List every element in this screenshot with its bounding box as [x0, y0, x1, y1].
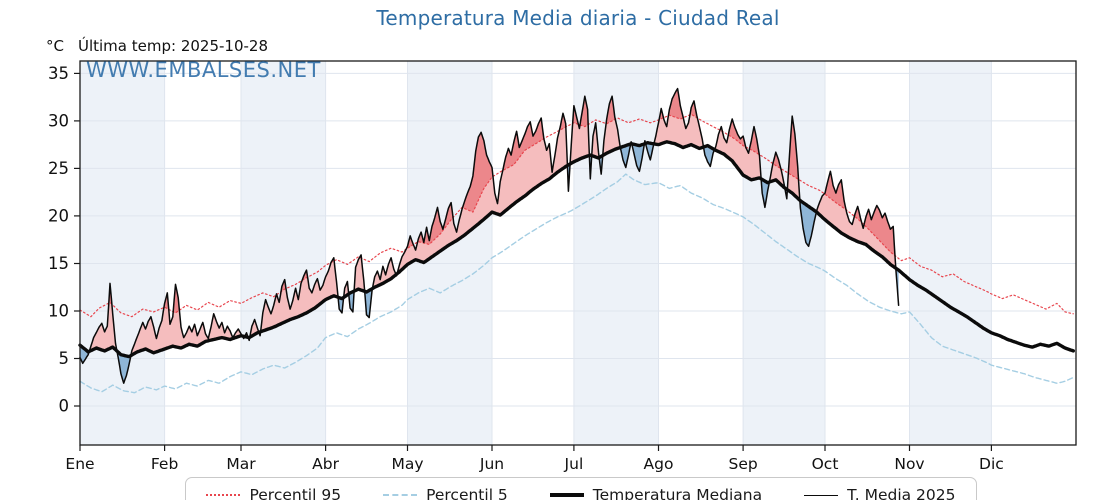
month-band: [743, 61, 825, 445]
legend-label: Temperatura Mediana: [592, 486, 763, 500]
percentil5-line-swatch-icon: [383, 494, 418, 496]
series-line-mediana: [78, 140, 1075, 359]
x-tick-label-may: May: [391, 455, 423, 473]
y-tick-label: 30: [48, 111, 69, 130]
month-band: [909, 61, 992, 445]
mediana-line-swatch-icon: [549, 493, 584, 497]
watermark-embalses: WWW.EMBALSES.NET: [86, 58, 321, 82]
legend-item-temperatura-mediana: Temperatura Mediana: [549, 486, 763, 500]
x-tick-label-nov: Nov: [894, 455, 924, 473]
legend-label: T. Media 2025: [847, 486, 956, 500]
chart-header: °C Última temp: 2025-10-28: [46, 37, 268, 55]
y-tick-label: 35: [48, 64, 69, 83]
y-tick-label: 0: [59, 397, 70, 416]
y-tick-label: 15: [48, 254, 69, 273]
x-tick-label-sep: Sep: [728, 455, 757, 473]
y-axis-unit-label: °C: [46, 37, 64, 55]
page-title: Temperatura Media diaria - Ciudad Real: [376, 6, 780, 30]
y-tick-label: 25: [48, 159, 69, 178]
series-line-p95: [79, 113, 1074, 318]
x-tick-label-ago: Ago: [644, 455, 674, 473]
legend-label: Percentil 95: [249, 486, 342, 500]
series-line-t2025: [79, 87, 900, 384]
y-tick-label: 10: [48, 302, 69, 321]
x-tick-label-oct: Oct: [812, 455, 839, 473]
x-tick-label-mar: Mar: [226, 455, 256, 473]
x-tick-label-ene: Ene: [65, 455, 94, 473]
y-tick-label: 5: [59, 349, 70, 368]
plot-border: [79, 60, 1077, 446]
month-band: [80, 61, 165, 445]
last-temp-label: Última temp: 2025-10-28: [77, 37, 268, 55]
series-line-p5: [79, 173, 1074, 394]
x-tick-label-dic: Dic: [979, 455, 1004, 473]
legend-label: Percentil 5: [426, 486, 508, 500]
x-tick-label-abr: Abr: [312, 455, 339, 473]
y-tick-label: 20: [48, 206, 69, 225]
t-media-2025-line-swatch-icon: [804, 494, 839, 496]
x-tick-label-jun: Jun: [479, 455, 504, 473]
legend-item-t-media-2025: T. Media 2025: [804, 486, 956, 500]
month-band: [241, 61, 326, 445]
legend: Percentil 95 Percentil 5 Temperatura Med…: [185, 477, 977, 500]
legend-item-percentil-5: Percentil 5: [383, 486, 508, 500]
x-tick-label-feb: Feb: [151, 455, 178, 473]
x-tick-label-jul: Jul: [564, 455, 584, 473]
percentil95-line-swatch-icon: [206, 494, 241, 496]
legend-item-percentil-95: Percentil 95: [206, 486, 341, 500]
